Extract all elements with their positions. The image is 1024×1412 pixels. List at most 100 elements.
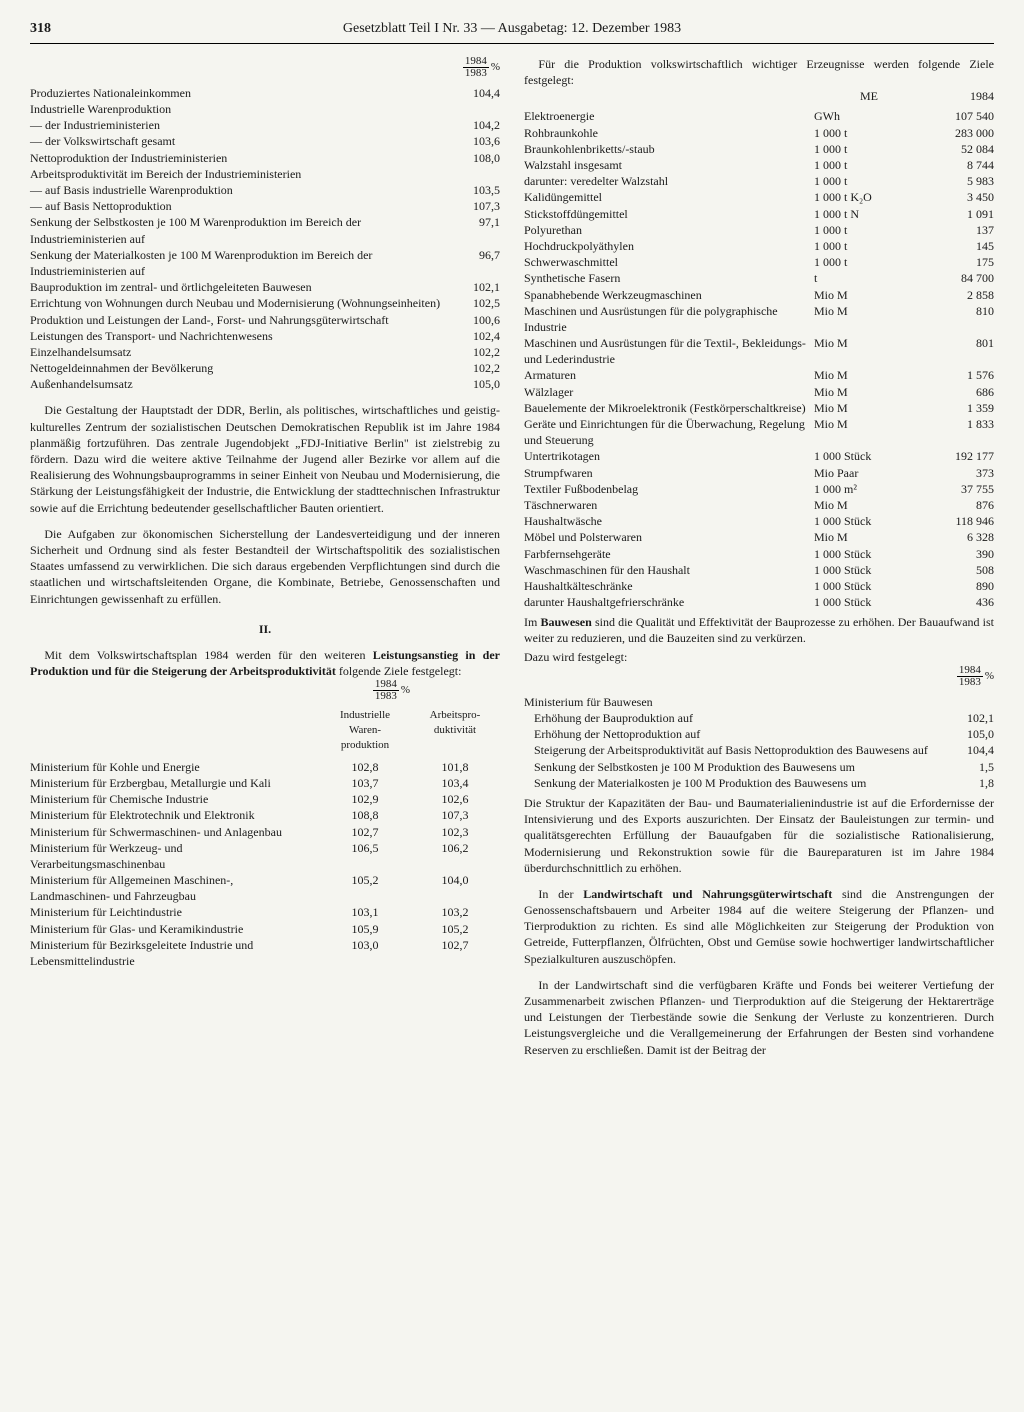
table-row: Polyurethan1 000 t137 bbox=[524, 222, 994, 238]
row-label: Farbfernsehgeräte bbox=[524, 546, 814, 562]
row-value: 104,4 bbox=[946, 742, 994, 758]
row-label: Ministerium für Werkzeug- und Verarbeitu… bbox=[30, 840, 320, 872]
table-row: Produziertes Nationaleinkommen104,4 bbox=[30, 85, 500, 101]
row-unit: 1 000 Stück bbox=[814, 578, 924, 594]
row-label: Ministerium für Bauwesen bbox=[524, 694, 946, 710]
row-label: Schwerwaschmittel bbox=[524, 254, 814, 270]
table-row: ArmaturenMio M1 576 bbox=[524, 367, 994, 383]
row-value: 107,3 bbox=[452, 198, 500, 214]
row-value: 810 bbox=[924, 303, 994, 335]
row-label: Möbel und Polsterwaren bbox=[524, 529, 814, 545]
table-row: — der Industrieministerien104,2 bbox=[30, 117, 500, 133]
row-value: 118 946 bbox=[924, 513, 994, 529]
row-value: 104,4 bbox=[452, 85, 500, 101]
row-value: 103,5 bbox=[452, 182, 500, 198]
row-label: Spanabhebende Werkzeugmaschinen bbox=[524, 287, 814, 303]
row-label: Erhöhung der Nettoproduktion auf bbox=[524, 726, 946, 742]
row-value: 373 bbox=[924, 465, 994, 481]
row-value: 436 bbox=[924, 594, 994, 610]
table-row: Schwerwaschmittel1 000 t175 bbox=[524, 254, 994, 270]
table-row: Ministerium für Chemische Industrie102,9… bbox=[30, 791, 500, 807]
table-row: — auf Basis Nettoproduktion107,3 bbox=[30, 198, 500, 214]
table-row: Untertrikotagen1 000 Stück192 177 bbox=[524, 448, 994, 464]
table-row: Außenhandelsumsatz105,0 bbox=[30, 376, 500, 392]
section-number: II. bbox=[30, 621, 500, 637]
row-unit: Mio Paar bbox=[814, 465, 924, 481]
two-column-layout: 1984 1983 % Produziertes Nationaleinkomm… bbox=[30, 56, 994, 1058]
row-label: Untertrikotagen bbox=[524, 448, 814, 464]
row-value: 508 bbox=[924, 562, 994, 578]
row-value: 102,8 bbox=[320, 759, 410, 775]
table-row: Nettogeldeinnahmen der Bevölkerung102,2 bbox=[30, 360, 500, 376]
row-label: Armaturen bbox=[524, 367, 814, 383]
row-label: — der Volkswirtschaft gesamt bbox=[30, 133, 452, 149]
table-row: Einzelhandelsumsatz102,2 bbox=[30, 344, 500, 360]
fraction-header-3: 1984 1983 % bbox=[524, 665, 994, 688]
table-row: Ministerium für Bauwesen bbox=[524, 694, 994, 710]
table-row: Steigerung der Arbeitsproduktivität auf … bbox=[524, 742, 994, 758]
row-label: Ministerium für Elektrotechnik und Elekt… bbox=[30, 807, 320, 823]
row-label: Elektroenergie bbox=[524, 108, 814, 124]
row-label: Braunkohlenbriketts/-staub bbox=[524, 141, 814, 157]
row-value: 1,5 bbox=[946, 759, 994, 775]
row-label: Walzstahl insgesamt bbox=[524, 157, 814, 173]
row-label: Produktion und Leistungen der Land-, For… bbox=[30, 312, 452, 328]
page-number: 318 bbox=[30, 20, 51, 39]
row-value: 105,2 bbox=[410, 921, 500, 937]
row-label: darunter Haushaltgefrierschränke bbox=[524, 594, 814, 610]
row-label: Maschinen und Ausrüstungen für die Texti… bbox=[524, 335, 814, 367]
row-label: Industrielle Warenproduktion bbox=[30, 101, 452, 117]
table-row: Ministerium für Werkzeug- und Verarbeitu… bbox=[30, 840, 500, 872]
table-row: Ministerium für Bezirksgeleitete Industr… bbox=[30, 937, 500, 969]
table-row: Senkung der Selbstkosten je 100 M Warenp… bbox=[30, 214, 500, 246]
row-label: Nettoproduktion der Industrieministerien bbox=[30, 150, 452, 166]
table-row: StrumpfwarenMio Paar373 bbox=[524, 465, 994, 481]
row-unit: Mio M bbox=[814, 384, 924, 400]
table-row: TäschnerwarenMio M876 bbox=[524, 497, 994, 513]
row-value: 104,0 bbox=[410, 872, 500, 904]
table-row: Kalidüngemittel1 000 t K₂O3 450 bbox=[524, 189, 994, 205]
row-label: Leistungen des Transport- und Nachrichte… bbox=[30, 328, 452, 344]
paragraph-plan-intro: Mit dem Volkswirtschaftsplan 1984 werden… bbox=[30, 647, 500, 679]
row-value: 283 000 bbox=[924, 125, 994, 141]
row-value: 1,8 bbox=[946, 775, 994, 791]
row-label: Waschmaschinen für den Haushalt bbox=[524, 562, 814, 578]
table-row: Ministerium für Elektrotechnik und Elekt… bbox=[30, 807, 500, 823]
row-unit: 1 000 t K₂O bbox=[814, 189, 924, 205]
table-row: ElektroenergieGWh107 540 bbox=[524, 108, 994, 124]
paragraph-struktur: Die Struktur der Kapazitäten der Bau- un… bbox=[524, 795, 994, 876]
table-row: Maschinen und Ausrüstungen für die polyg… bbox=[524, 303, 994, 335]
row-value: 102,7 bbox=[320, 824, 410, 840]
row-unit: Mio M bbox=[814, 529, 924, 545]
row-value: 876 bbox=[924, 497, 994, 513]
row-unit: Mio M bbox=[814, 335, 924, 367]
construction-table: Ministerium für BauwesenErhöhung der Bau… bbox=[524, 694, 994, 791]
paragraph-landwirtschaft-2: In der Landwirtschaft sind die verfügbar… bbox=[524, 977, 994, 1058]
row-label: Hochdruckpolyäthylen bbox=[524, 238, 814, 254]
row-unit: 1 000 t bbox=[814, 173, 924, 189]
left-column: 1984 1983 % Produziertes Nationaleinkomm… bbox=[30, 56, 500, 1058]
table-row: Rohbraunkohle1 000 t283 000 bbox=[524, 125, 994, 141]
row-label: Einzelhandelsumsatz bbox=[30, 344, 452, 360]
row-unit: 1 000 Stück bbox=[814, 594, 924, 610]
row-unit: 1 000 m² bbox=[814, 481, 924, 497]
row-label: — der Industrieministerien bbox=[30, 117, 452, 133]
row-value: 102,2 bbox=[452, 344, 500, 360]
table-row: Haushaltkälteschränke1 000 Stück890 bbox=[524, 578, 994, 594]
year-fraction: 1984 1983 bbox=[957, 665, 983, 688]
table-row: darunter Haushaltgefrierschränke1 000 St… bbox=[524, 594, 994, 610]
table-row: darunter: veredelter Walzstahl1 000 t5 9… bbox=[524, 173, 994, 189]
table-row: Möbel und PolsterwarenMio M6 328 bbox=[524, 529, 994, 545]
table-row: Erhöhung der Nettoproduktion auf105,0 bbox=[524, 726, 994, 742]
table-row: — der Volkswirtschaft gesamt103,6 bbox=[30, 133, 500, 149]
table-row: Hochdruckpolyäthylen1 000 t145 bbox=[524, 238, 994, 254]
row-value: 104,2 bbox=[452, 117, 500, 133]
row-label: — auf Basis industrielle Warenproduktion bbox=[30, 182, 452, 198]
table-row: Maschinen und Ausrüstungen für die Texti… bbox=[524, 335, 994, 367]
row-value: 6 328 bbox=[924, 529, 994, 545]
table-row: Bauproduktion im zentral- und örtlichgel… bbox=[30, 279, 500, 295]
row-label: Ministerium für Bezirksgeleitete Industr… bbox=[30, 937, 320, 969]
table-row: Spanabhebende WerkzeugmaschinenMio M2 85… bbox=[524, 287, 994, 303]
row-label: Ministerium für Chemische Industrie bbox=[30, 791, 320, 807]
table-row: Erhöhung der Bauproduktion auf102,1 bbox=[524, 710, 994, 726]
